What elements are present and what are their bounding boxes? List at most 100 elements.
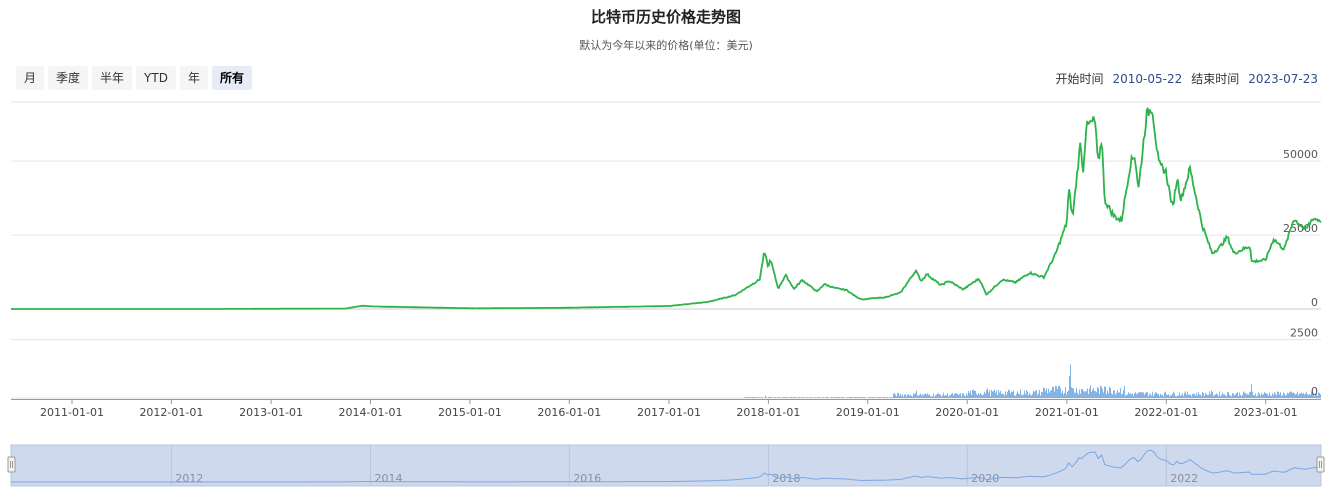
volume-bar: [918, 395, 919, 398]
volume-bar: [1300, 393, 1301, 398]
volume-bar: [1183, 396, 1184, 398]
volume-bar: [941, 396, 942, 398]
volume-bar: [1303, 392, 1304, 398]
start-date-input[interactable]: 2010-05-22: [1112, 71, 1183, 86]
navigator-year-label: 2014: [375, 472, 403, 485]
volume-bar: [1114, 390, 1115, 398]
volume-bar: [1007, 391, 1008, 398]
volume-bar: [1161, 394, 1162, 398]
volume-bar: [1185, 391, 1186, 398]
volume-bar: [1095, 391, 1096, 398]
volume-bar: [1270, 395, 1271, 398]
volume-bar: [1093, 387, 1094, 398]
volume-bar: [1019, 394, 1020, 398]
volume-bar: [1171, 395, 1172, 398]
volume-bar: [1167, 395, 1168, 398]
end-date-input[interactable]: 2023-07-23: [1248, 71, 1318, 86]
volume-bar: [1137, 393, 1138, 398]
range-button-year[interactable]: 年: [179, 66, 208, 90]
volume-bar: [778, 397, 779, 398]
volume-bar: [761, 397, 762, 398]
volume-bar: [826, 397, 827, 398]
volume-bar: [1057, 389, 1058, 398]
volume-bar: [1197, 395, 1198, 398]
volume-bar: [953, 395, 954, 398]
volume-bar: [1047, 393, 1048, 398]
volume-bar: [989, 389, 990, 398]
volume-bar: [887, 397, 888, 398]
volume-bar: [831, 396, 832, 398]
volume-bar: [1269, 392, 1270, 398]
volume-bar: [850, 396, 851, 398]
volume-bar: [971, 394, 972, 398]
volume-bar: [1036, 390, 1037, 398]
volume-bar: [1255, 393, 1256, 398]
volume-bar: [754, 397, 755, 398]
volume-bar: [1027, 391, 1028, 398]
volume-bar: [1076, 388, 1077, 398]
volume-bar: [1109, 386, 1110, 398]
volume-bar: [1126, 394, 1127, 398]
volume-bar: [1207, 394, 1208, 398]
volume-bar: [1210, 394, 1211, 398]
volume-bar: [1238, 396, 1239, 398]
volume-bar: [1025, 394, 1026, 398]
volume-bar: [1249, 392, 1250, 398]
volume-bar: [837, 396, 838, 398]
volume-bar: [892, 397, 893, 398]
navigator-left-handle[interactable]: [7, 456, 16, 473]
volume-bar: [943, 392, 944, 398]
range-button-all[interactable]: 所有: [211, 66, 252, 90]
volume-bar: [822, 397, 823, 398]
volume-bar: [1037, 394, 1038, 398]
range-button-month[interactable]: 月: [16, 66, 45, 90]
volume-bar: [1228, 392, 1229, 398]
navigator-right-handle[interactable]: [1316, 456, 1325, 473]
volume-bar: [1288, 393, 1289, 398]
volume-bar: [1204, 396, 1205, 398]
volume-bar: [1199, 394, 1200, 398]
volume-bar: [1149, 394, 1150, 398]
volume-bar: [1292, 392, 1293, 398]
volume-bar: [1294, 393, 1295, 398]
volume-bar: [1045, 391, 1046, 398]
volume-bar: [1141, 392, 1142, 398]
volume-bar: [1138, 392, 1139, 398]
volume-bar: [1071, 387, 1072, 398]
volume-bar: [1005, 391, 1006, 398]
volume-bar: [843, 397, 844, 398]
volume-bar: [1195, 395, 1196, 398]
volume-bar: [1243, 391, 1244, 398]
volume-bar: [1049, 392, 1050, 398]
volume-bar: [1225, 395, 1226, 398]
volume-bar: [1009, 390, 1010, 398]
volume-bar: [902, 394, 903, 398]
volume-bar: [1267, 393, 1268, 398]
range-button-quarter[interactable]: 季度: [48, 66, 89, 90]
volume-bar: [924, 393, 925, 398]
volume-bar: [752, 397, 753, 398]
volume-bar: [1248, 394, 1249, 398]
volume-bar: [988, 392, 989, 398]
volume-bar: [885, 397, 886, 398]
volume-bar: [987, 388, 988, 398]
volume-bar: [1177, 395, 1178, 398]
volume-bar: [842, 396, 843, 398]
volume-bar: [884, 397, 885, 398]
volume-bar: [1006, 394, 1007, 398]
range-button-ytd[interactable]: YTD: [136, 66, 176, 90]
volume-tick-label: 2500: [1290, 327, 1318, 340]
volume-bar: [1308, 395, 1309, 398]
navigator[interactable]: 2012 2014 2016 2018 2020 2022: [7, 444, 1325, 487]
volume-bar: [1219, 391, 1220, 398]
volume-bar: [1053, 386, 1054, 398]
range-button-half-year[interactable]: 半年: [92, 66, 133, 90]
volume-bar: [1100, 385, 1101, 398]
volume-bar: [963, 393, 964, 398]
volume-bar: [1163, 396, 1164, 398]
volume-bar: [1159, 396, 1160, 398]
volume-bar: [1123, 390, 1124, 398]
volume-bar: [1034, 391, 1035, 398]
volume-bar: [946, 395, 947, 398]
volume-bar: [1082, 388, 1083, 398]
